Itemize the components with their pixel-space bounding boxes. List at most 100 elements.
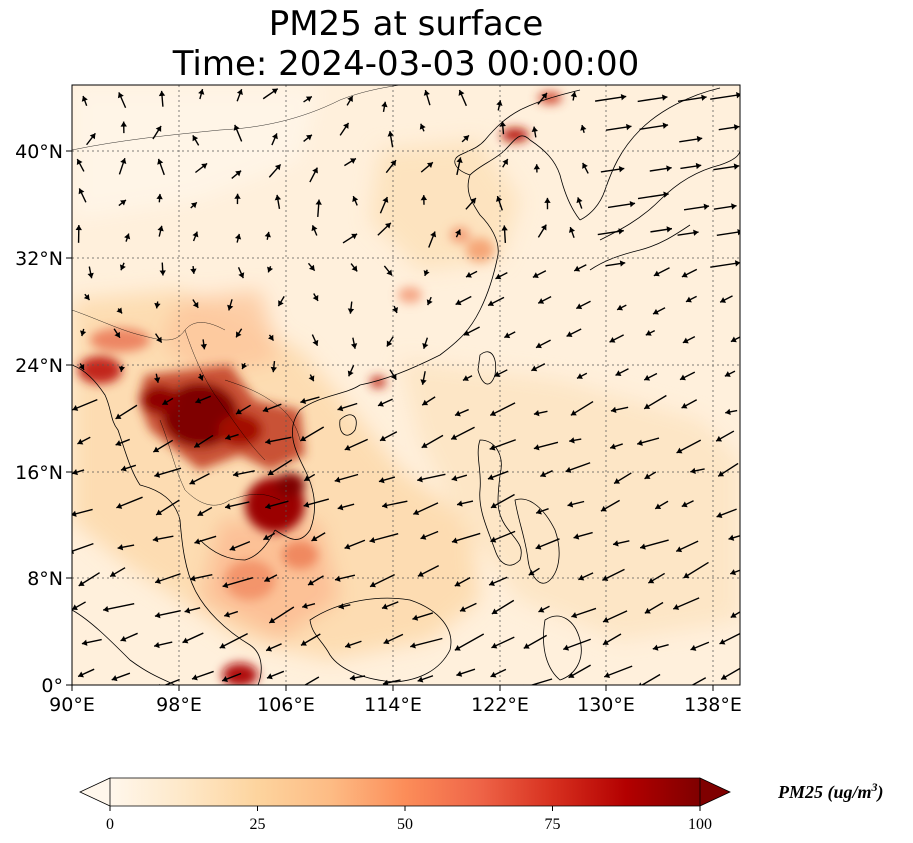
lon-tick-label: 138°E bbox=[684, 694, 742, 716]
wind-arrow-head bbox=[305, 96, 312, 102]
wind-arrow-head bbox=[234, 233, 242, 240]
wind-arrow-head bbox=[111, 675, 118, 682]
wind-arrow-head bbox=[571, 612, 578, 619]
wind-arrow-head bbox=[496, 100, 503, 106]
wind-arrow-head bbox=[602, 639, 609, 645]
wind-arrow-head bbox=[615, 370, 622, 376]
wind-arrow-head bbox=[523, 643, 530, 649]
wind-arrow-head bbox=[410, 642, 416, 649]
wind-arrow-shaft bbox=[710, 93, 740, 100]
wind-arrow-head bbox=[423, 90, 430, 96]
wind-arrow-head bbox=[494, 371, 501, 378]
wind-arrow-head bbox=[676, 447, 683, 454]
wind-arrow-head bbox=[490, 410, 497, 417]
wind-arrow-head bbox=[159, 270, 166, 276]
wind-arrow-head bbox=[315, 199, 322, 205]
wind-arrow-head bbox=[124, 233, 131, 240]
wind-arrow-head bbox=[312, 167, 318, 174]
wind-arrow-head bbox=[533, 164, 541, 170]
wind-arrow-head bbox=[350, 343, 358, 349]
wind-arrow-head bbox=[157, 225, 164, 232]
wind-arrow-head bbox=[271, 133, 278, 140]
wind-arrow-head bbox=[644, 403, 651, 409]
wind-arrow-head bbox=[312, 339, 319, 346]
wind-arrow-head bbox=[304, 475, 311, 481]
wind-arrow-head bbox=[120, 158, 127, 164]
wind-arrow-head bbox=[644, 374, 651, 381]
wind-arrow-shaft bbox=[637, 193, 669, 200]
wind-arrow-head bbox=[458, 89, 465, 96]
wind-arrow-shaft bbox=[529, 678, 553, 685]
wind-arrow-head bbox=[502, 159, 508, 165]
colorbar-tick-label: 100 bbox=[688, 816, 712, 833]
wind-arrow-head bbox=[264, 231, 271, 238]
wind-arrow-head bbox=[540, 224, 547, 231]
wind-arrow-head bbox=[114, 331, 120, 338]
wind-arrow-head bbox=[303, 501, 310, 508]
wind-arrow-head bbox=[197, 510, 204, 516]
wind-arrow-head bbox=[720, 297, 727, 303]
wind-arrow-head bbox=[300, 640, 307, 646]
wind-arrow-head bbox=[531, 365, 538, 372]
wind-arrow-head bbox=[270, 366, 277, 373]
wind-arrow-head bbox=[412, 614, 419, 621]
wind-arrow-head bbox=[236, 331, 242, 338]
wind-arrow-head bbox=[528, 569, 535, 576]
wind-arrow-head bbox=[721, 674, 728, 680]
wind-arrow-head bbox=[535, 342, 542, 349]
wind-arrow-head bbox=[349, 674, 356, 681]
wind-arrow-head bbox=[78, 363, 85, 370]
wind-arrow-head bbox=[83, 294, 90, 301]
wind-arrow-head bbox=[679, 374, 686, 381]
wind-arrow-head bbox=[734, 260, 740, 267]
wind-arrow-head bbox=[117, 544, 124, 551]
wind-arrow-head bbox=[236, 89, 243, 95]
wind-arrow-head bbox=[463, 329, 470, 336]
wind-arrow-head bbox=[417, 676, 424, 683]
wind-arrow-head bbox=[390, 160, 397, 167]
wind-arrow-head bbox=[192, 301, 199, 308]
wind-arrow-head bbox=[490, 502, 497, 509]
wind-arrow-head bbox=[80, 330, 87, 337]
wind-arrow-head bbox=[582, 162, 588, 169]
wind-arrow-head bbox=[233, 124, 240, 131]
wind-arrow-head bbox=[465, 271, 472, 278]
wind-arrow-head bbox=[267, 469, 274, 476]
lon-tick-label: 98°E bbox=[156, 694, 202, 716]
wind-arrow-head bbox=[377, 400, 384, 407]
wind-arrow-head bbox=[235, 170, 242, 177]
wind-arrow-head bbox=[352, 196, 359, 202]
wind-arrow-head bbox=[271, 88, 278, 95]
wind-arrow-head bbox=[158, 90, 166, 97]
wind-arrow-head bbox=[229, 544, 236, 551]
wind-arrow-head bbox=[730, 569, 736, 576]
wind-arrow-head bbox=[347, 370, 354, 377]
wind-arrow-head bbox=[241, 363, 248, 370]
wind-arrow-shaft bbox=[691, 677, 707, 685]
wind-arrow-head bbox=[192, 135, 199, 142]
wind-arrow-head bbox=[652, 308, 659, 315]
wind-arrow-head bbox=[619, 260, 626, 267]
wind-arrow-head bbox=[267, 334, 274, 341]
wind-arrow-head bbox=[234, 193, 241, 199]
wind-arrow-head bbox=[115, 440, 122, 447]
colorbar-tick-label: 25 bbox=[250, 816, 266, 833]
wind-arrow-shaft bbox=[454, 633, 485, 651]
lon-tick-label: 114°E bbox=[364, 694, 422, 716]
wind-arrow-head bbox=[457, 500, 463, 507]
map-frame bbox=[71, 84, 741, 686]
wind-arrow-shaft bbox=[303, 676, 320, 685]
lat-tick-label: 0° bbox=[41, 675, 63, 697]
wind-arrow-head bbox=[602, 575, 609, 581]
wind-arrow-head bbox=[267, 266, 274, 273]
wind-arrow-head bbox=[87, 272, 94, 279]
wind-arrow-head bbox=[154, 641, 160, 649]
lat-tick-label: 24°N bbox=[15, 355, 63, 377]
wind-arrow-head bbox=[617, 304, 623, 311]
wind-arrow-head bbox=[347, 308, 355, 314]
wind-arrow-head bbox=[219, 642, 226, 649]
wind-arrow-head bbox=[383, 638, 390, 645]
wind-arrow-head bbox=[618, 228, 624, 235]
wind-arrow-head bbox=[456, 157, 463, 163]
wind-arrow-shaft bbox=[163, 678, 180, 685]
